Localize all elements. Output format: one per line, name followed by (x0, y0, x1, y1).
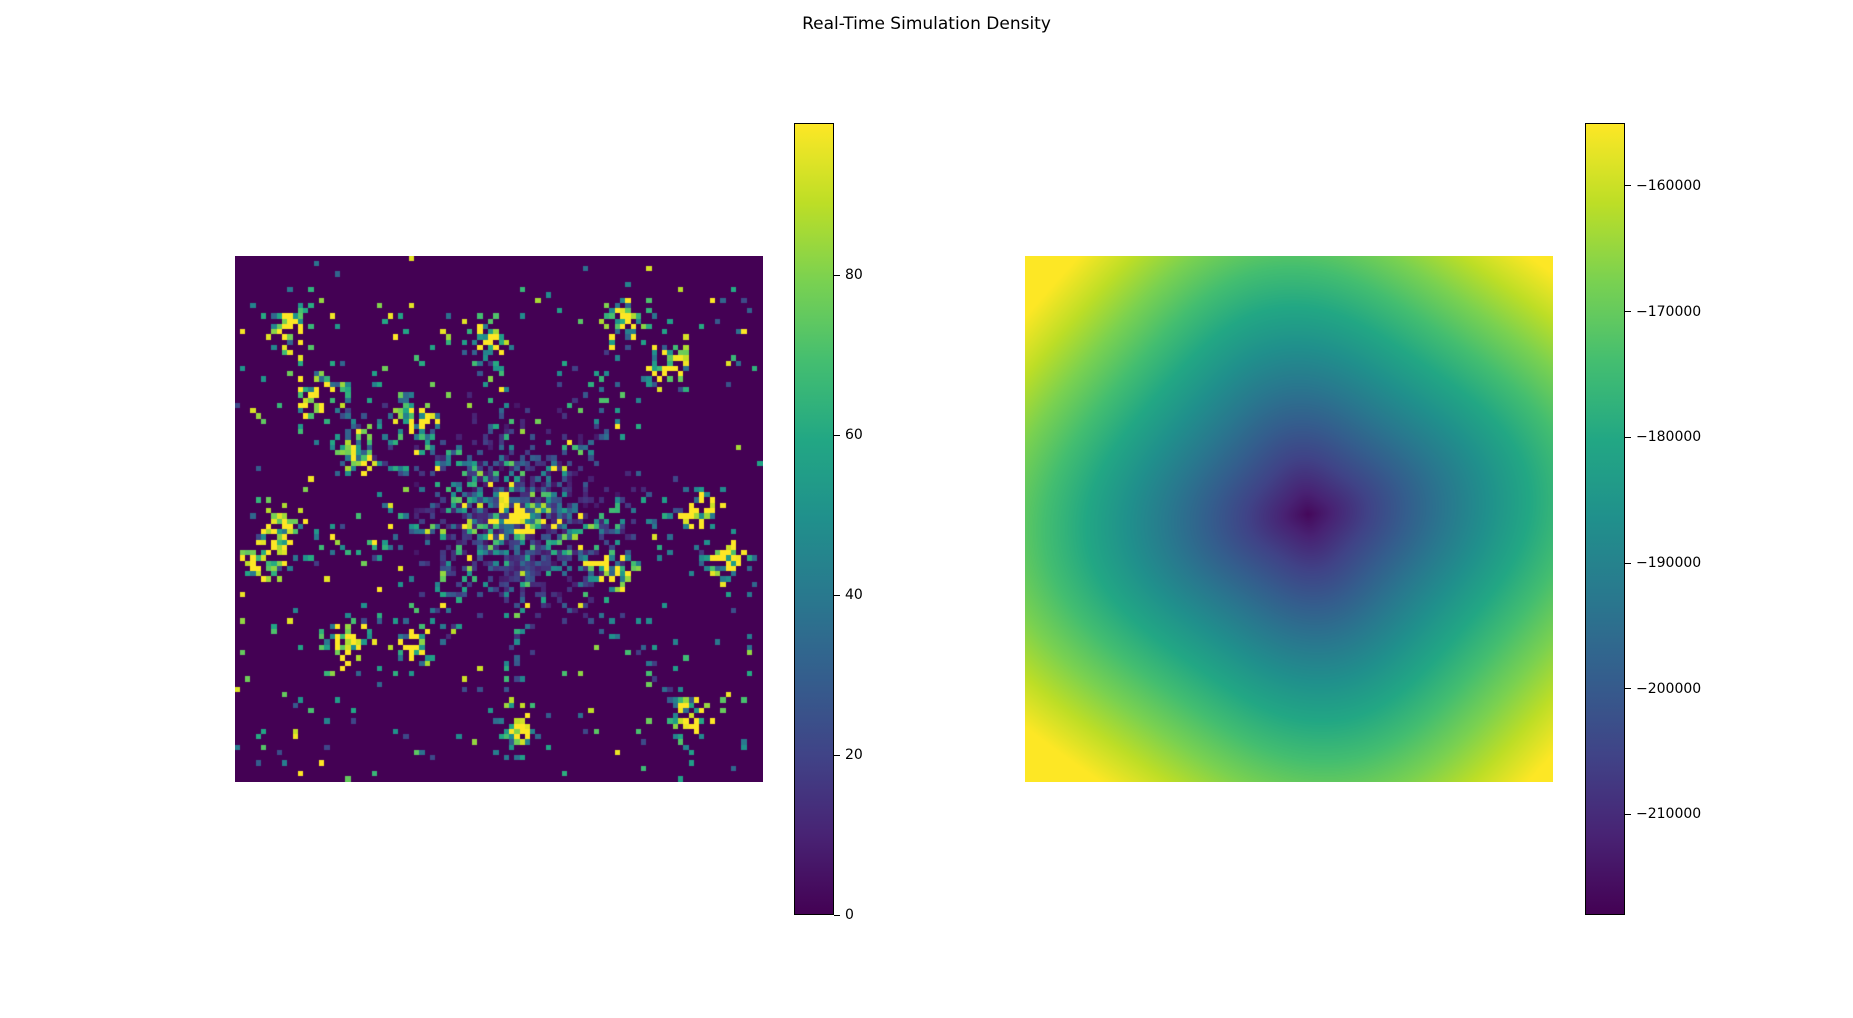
colorbar-tick: 20 (834, 745, 863, 765)
colorbar-tick-mark (834, 754, 840, 756)
colorbar-tick-mark (1625, 813, 1631, 815)
figure-title: Real-Time Simulation Density (802, 14, 1051, 34)
potential-colorbar-ticks: −210000 −200000 −190000 −180000 −170000 −1600… (1625, 123, 1735, 915)
colorbar-tick-mark (1625, 185, 1631, 187)
colorbar-tick: −190000 (1625, 553, 1701, 573)
colorbar-tick: 60 (834, 425, 863, 445)
potential-heatmap (1025, 256, 1553, 782)
colorbar-tick: −170000 (1625, 302, 1701, 322)
density-colorbar-ticks: 0 20 40 60 80 (834, 123, 914, 923)
colorbar-tick: 80 (834, 265, 863, 285)
colorbar-tick-label: −200000 (1636, 680, 1702, 697)
colorbar-tick: 40 (834, 585, 863, 605)
colorbar-tick-mark (834, 914, 840, 916)
colorbar-tick-mark (1625, 311, 1631, 313)
colorbar-tick-label: 80 (845, 267, 863, 283)
density-heatmap (235, 256, 763, 782)
colorbar-tick-label: −160000 (1636, 177, 1702, 194)
density-colorbar (794, 123, 834, 915)
colorbar-tick: 0 (834, 905, 854, 925)
colorbar-tick-mark (1625, 562, 1631, 564)
density-heatmap-canvas (235, 256, 763, 782)
colorbar-tick-mark (1625, 436, 1631, 438)
colorbar-tick-mark (834, 274, 840, 276)
colorbar-tick: −200000 (1625, 679, 1701, 699)
colorbar-tick-label: 20 (845, 747, 863, 763)
potential-heatmap-canvas (1025, 256, 1553, 782)
colorbar-tick-label: 60 (845, 427, 863, 443)
colorbar-tick-mark (1625, 688, 1631, 690)
colorbar-tick-label: −170000 (1636, 303, 1702, 320)
potential-colorbar (1585, 123, 1625, 915)
colorbar-tick-mark (834, 434, 840, 436)
colorbar-tick-label: −210000 (1636, 806, 1702, 823)
colorbar-tick-label: −180000 (1636, 429, 1702, 446)
colorbar-tick: −160000 (1625, 176, 1701, 196)
colorbar-tick-label: −190000 (1636, 555, 1702, 571)
colorbar-tick-label: 40 (845, 587, 863, 603)
colorbar-tick-label: 0 (845, 907, 854, 923)
colorbar-tick: −210000 (1625, 804, 1701, 824)
colorbar-tick-mark (834, 594, 840, 596)
colorbar-tick: −180000 (1625, 427, 1701, 447)
